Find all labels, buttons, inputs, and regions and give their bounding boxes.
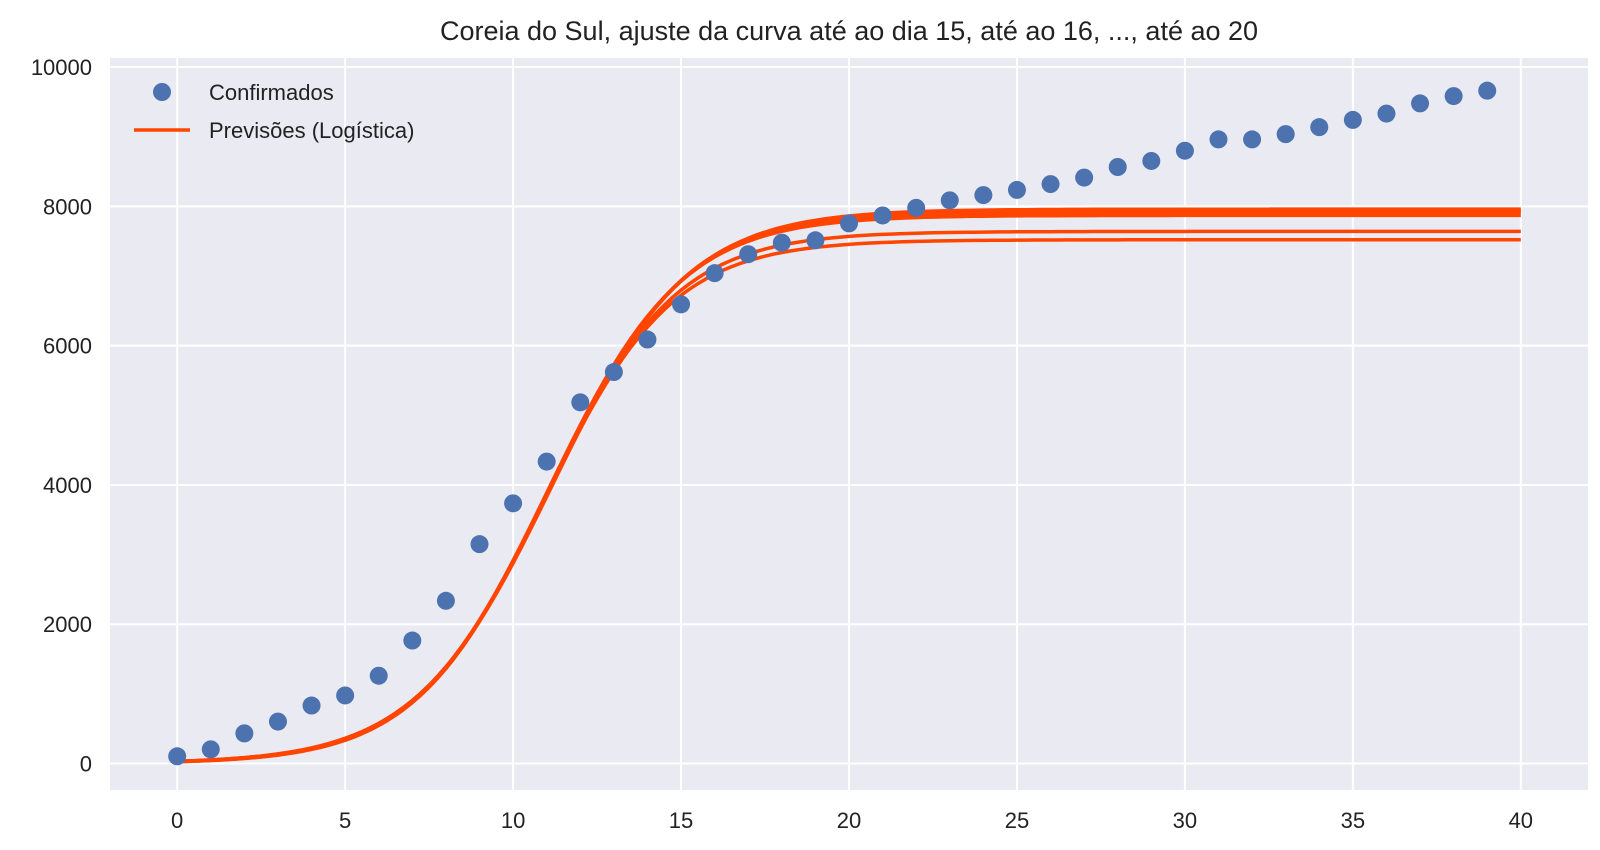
data-point bbox=[1276, 125, 1295, 144]
y-tick-label: 2000 bbox=[43, 612, 92, 637]
data-point bbox=[772, 233, 791, 252]
x-tick-label: 40 bbox=[1509, 808, 1533, 833]
data-point bbox=[672, 295, 691, 314]
data-point bbox=[739, 245, 758, 264]
legend-label-confirmados: Confirmados bbox=[209, 80, 334, 105]
x-tick-label: 35 bbox=[1341, 808, 1365, 833]
data-point bbox=[403, 631, 422, 650]
data-point bbox=[1175, 141, 1194, 160]
x-tick-label: 10 bbox=[501, 808, 525, 833]
data-point bbox=[302, 696, 321, 715]
x-tick-label: 15 bbox=[669, 808, 693, 833]
x-tick-label: 20 bbox=[837, 808, 861, 833]
data-point bbox=[168, 747, 187, 766]
data-point bbox=[907, 198, 926, 217]
data-point bbox=[537, 452, 556, 471]
data-point bbox=[840, 214, 858, 233]
data-point bbox=[604, 363, 623, 382]
data-point bbox=[1041, 175, 1060, 194]
x-tick-label: 5 bbox=[339, 808, 351, 833]
data-point bbox=[1142, 151, 1161, 170]
y-axis-ticks: 0 2000 4000 6000 8000 10000 bbox=[31, 55, 92, 776]
grid bbox=[110, 58, 1588, 790]
data-point bbox=[470, 535, 489, 554]
data-point bbox=[436, 591, 455, 610]
data-point bbox=[504, 494, 523, 513]
data-point bbox=[201, 740, 220, 759]
data-point bbox=[1007, 180, 1026, 199]
x-tick-label: 25 bbox=[1005, 808, 1029, 833]
data-point bbox=[1377, 104, 1396, 123]
data-point bbox=[806, 231, 825, 250]
data-point bbox=[1411, 94, 1430, 113]
legend-marker-confirmados bbox=[153, 83, 171, 101]
x-axis-ticks: 0 5 10 15 20 25 30 35 40 bbox=[171, 808, 1533, 833]
data-point bbox=[705, 264, 724, 283]
data-point bbox=[1075, 168, 1094, 187]
data-points bbox=[168, 81, 1497, 766]
data-point bbox=[873, 206, 892, 225]
legend: Confirmados Previsões (Logística) bbox=[134, 80, 414, 143]
y-tick-label: 10000 bbox=[31, 55, 92, 80]
data-point bbox=[336, 686, 355, 705]
chart-title: Coreia do Sul, ajuste da curva até ao di… bbox=[440, 16, 1258, 46]
y-tick-label: 0 bbox=[80, 752, 92, 777]
x-tick-label: 0 bbox=[171, 808, 183, 833]
data-point bbox=[268, 712, 287, 731]
legend-label-previsoes: Previsões (Logística) bbox=[209, 118, 414, 143]
data-point bbox=[1444, 87, 1463, 106]
data-point bbox=[1209, 130, 1228, 149]
data-point bbox=[1108, 157, 1127, 176]
data-point bbox=[1243, 130, 1262, 149]
data-point bbox=[1478, 81, 1497, 100]
x-tick-label: 30 bbox=[1173, 808, 1197, 833]
data-point bbox=[235, 724, 254, 743]
y-tick-label: 4000 bbox=[43, 473, 92, 498]
data-point bbox=[369, 666, 388, 685]
data-point bbox=[1310, 118, 1329, 137]
data-point bbox=[571, 393, 590, 412]
data-point bbox=[940, 191, 959, 210]
data-point bbox=[1343, 110, 1362, 129]
data-point bbox=[974, 186, 993, 205]
y-tick-label: 8000 bbox=[43, 194, 92, 219]
y-tick-label: 6000 bbox=[43, 334, 92, 359]
data-point bbox=[638, 330, 657, 349]
